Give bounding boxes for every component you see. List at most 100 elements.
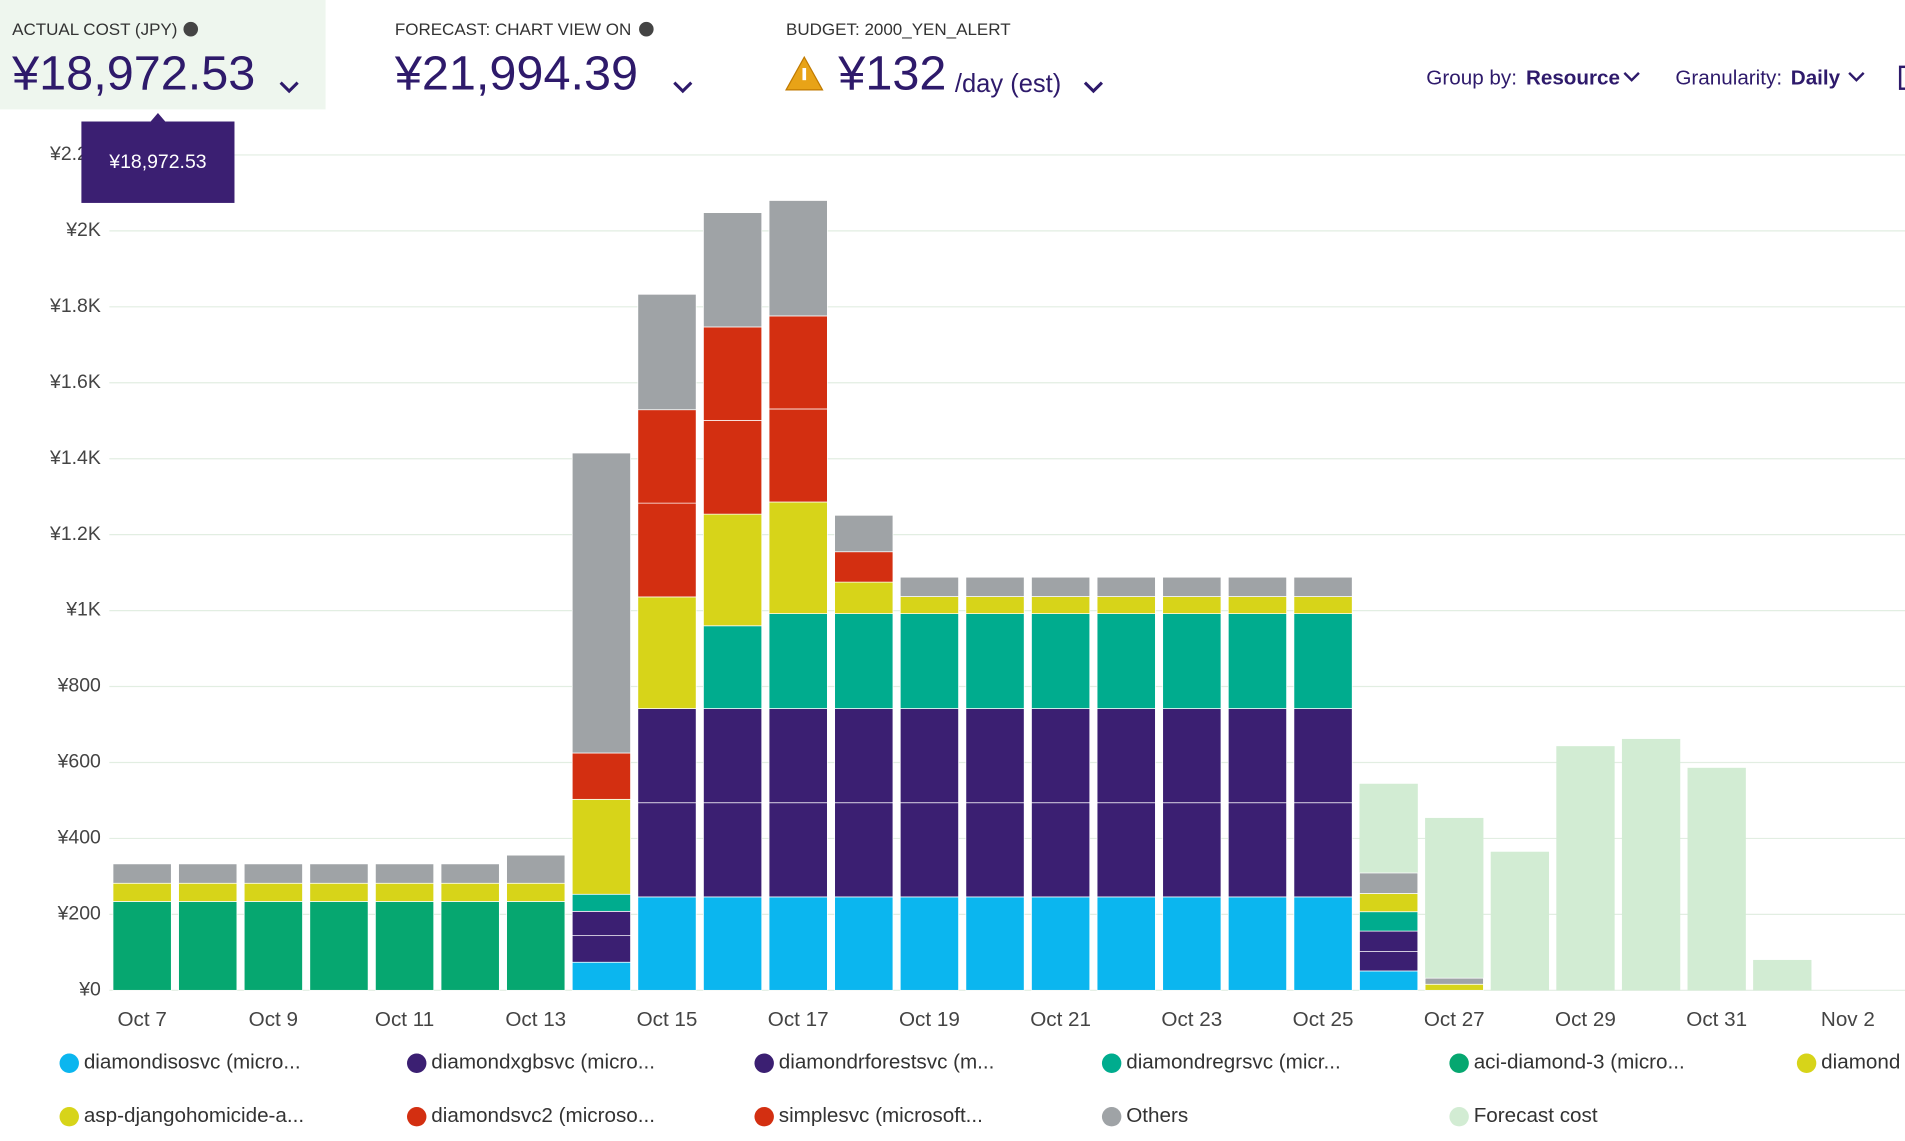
bar-segment: [1227, 896, 1287, 991]
bar-segment: [571, 910, 631, 937]
bar-segment: [703, 212, 763, 328]
x-tick-label: Oct 15: [637, 1008, 698, 1031]
bar-segment: [178, 901, 238, 991]
bar-segment: [309, 882, 369, 902]
x-tick-label: Oct 17: [768, 1008, 829, 1031]
kpi-unit: /day (est): [955, 70, 1061, 98]
chevron[interactable]: [1848, 72, 1865, 82]
x-tick-label: Oct 29: [1555, 1008, 1616, 1031]
chevron[interactable]: [279, 81, 299, 94]
bar-segment: [1359, 970, 1419, 991]
bar-segment: [506, 854, 566, 884]
bar-segment: [112, 863, 172, 884]
bar-segment: [1162, 708, 1222, 804]
bar-segment: [243, 882, 303, 902]
info-icon[interactable]: [639, 21, 654, 37]
x-tick-label: Oct 23: [1161, 1008, 1222, 1031]
bar-segment: [1227, 596, 1287, 615]
legend-swatch: [1101, 1106, 1122, 1127]
bar-segment: [375, 882, 435, 902]
chevron[interactable]: [1623, 72, 1640, 82]
bar-segment: [1359, 893, 1419, 913]
x-tick-label: Oct 9: [249, 1008, 298, 1031]
bar-segment: [1162, 596, 1222, 615]
bar-segment: [440, 901, 500, 991]
bar-segment: [1031, 896, 1091, 991]
group-by-value[interactable]: Resource: [1526, 66, 1620, 89]
bar-segment: [637, 409, 697, 504]
bar-segment: [637, 802, 697, 898]
bar-segment: [703, 708, 763, 804]
legend-swatch: [754, 1053, 774, 1073]
y-tick-label: ¥2K: [65, 219, 101, 241]
legend-label: aci-diamond-3 (micro...: [1474, 1051, 1685, 1074]
bar-segment: [703, 513, 763, 627]
bar-segment: [965, 576, 1025, 597]
bar-segment: [1162, 896, 1222, 991]
legend-swatch: [59, 1106, 79, 1127]
legend-label: diamondregrsvc (micr...: [1126, 1051, 1340, 1074]
bar-segment: [309, 901, 369, 991]
kpi-value[interactable]: ¥21,994.39: [394, 46, 638, 100]
bar-segment: [1424, 977, 1484, 985]
legend-swatch: [406, 1053, 427, 1073]
chevron[interactable]: [1083, 81, 1104, 94]
legend-label: diamondrforestsvc (m...: [779, 1051, 995, 1074]
legend-swatch: [1449, 1106, 1469, 1127]
bar-segment: [1293, 802, 1353, 898]
bar-segment: [506, 882, 566, 902]
y-tick-label: ¥1.4K: [49, 447, 101, 469]
bar-segment: [571, 752, 631, 800]
bar-segment: [1293, 613, 1353, 709]
bar-segment: [834, 708, 894, 804]
y-tick-label: ¥1K: [65, 599, 101, 621]
bar-segment: [1227, 802, 1287, 898]
bar-segment: [178, 882, 238, 902]
chart-icon[interactable]: [1898, 65, 1905, 90]
info-icon[interactable]: [183, 21, 199, 37]
bar-segment: [1359, 911, 1419, 932]
bar-segment: [899, 708, 959, 804]
bar-segment: [768, 501, 828, 615]
forecast-bar: [1753, 959, 1812, 991]
kpi-label: BUDGET: 2000_YEN_ALERT: [786, 20, 1011, 39]
forecast-bar: [1687, 767, 1746, 991]
bar-segment: [1096, 896, 1156, 991]
legend: diamondisosvc (micro... diamondxgbsvc (mi…: [59, 1051, 1900, 1127]
bar-segment: [1031, 613, 1091, 709]
bar-segment: [965, 708, 1025, 804]
tooltip-text: ¥18,972.53: [108, 151, 206, 173]
bar-segment: [1359, 872, 1419, 894]
bar-segment: [1031, 596, 1091, 615]
selected-kpi-bg: [0, 0, 326, 110]
bar-segment: [1359, 951, 1419, 972]
chevron[interactable]: [673, 81, 693, 94]
x-tick-label: Nov 2: [1821, 1008, 1875, 1031]
kpi-value[interactable]: ¥132: [837, 46, 946, 100]
kpi-value[interactable]: ¥18,972.53: [11, 46, 255, 100]
bar-segment: [965, 596, 1025, 615]
bar-segment: [440, 863, 500, 884]
bar-segment: [637, 502, 697, 598]
bar-segment: [703, 802, 763, 898]
bar-segment: [1162, 802, 1222, 898]
bar-segment: [1096, 708, 1156, 804]
bar-segment: [571, 452, 631, 754]
legend-label: diamond: [1821, 1051, 1900, 1074]
bar-segment: [243, 863, 303, 884]
bar-segment: [899, 613, 959, 709]
bar-segment: [637, 293, 697, 411]
legend-label: asp-djangohomicide-a...: [84, 1104, 304, 1127]
bar-segment: [834, 802, 894, 898]
plot: ¥0 ¥200 ¥400 ¥600 ¥800 ¥1K ¥1.2K ¥1.4K ¥1.6K ¥1.8…: [49, 143, 1905, 1031]
granularity-value[interactable]: Daily: [1791, 66, 1841, 89]
bar-segment: [1424, 983, 1484, 991]
x-tick-label: Oct 11: [375, 1008, 434, 1031]
bar-segment: [1293, 596, 1353, 615]
legend-label: Forecast cost: [1474, 1104, 1598, 1127]
bar-segment: [637, 708, 697, 804]
forecast-bar: [1490, 851, 1550, 991]
tooltip: ¥18,972.53: [81, 113, 235, 203]
bar-segment: [834, 581, 894, 615]
bar-segment: [703, 419, 763, 515]
